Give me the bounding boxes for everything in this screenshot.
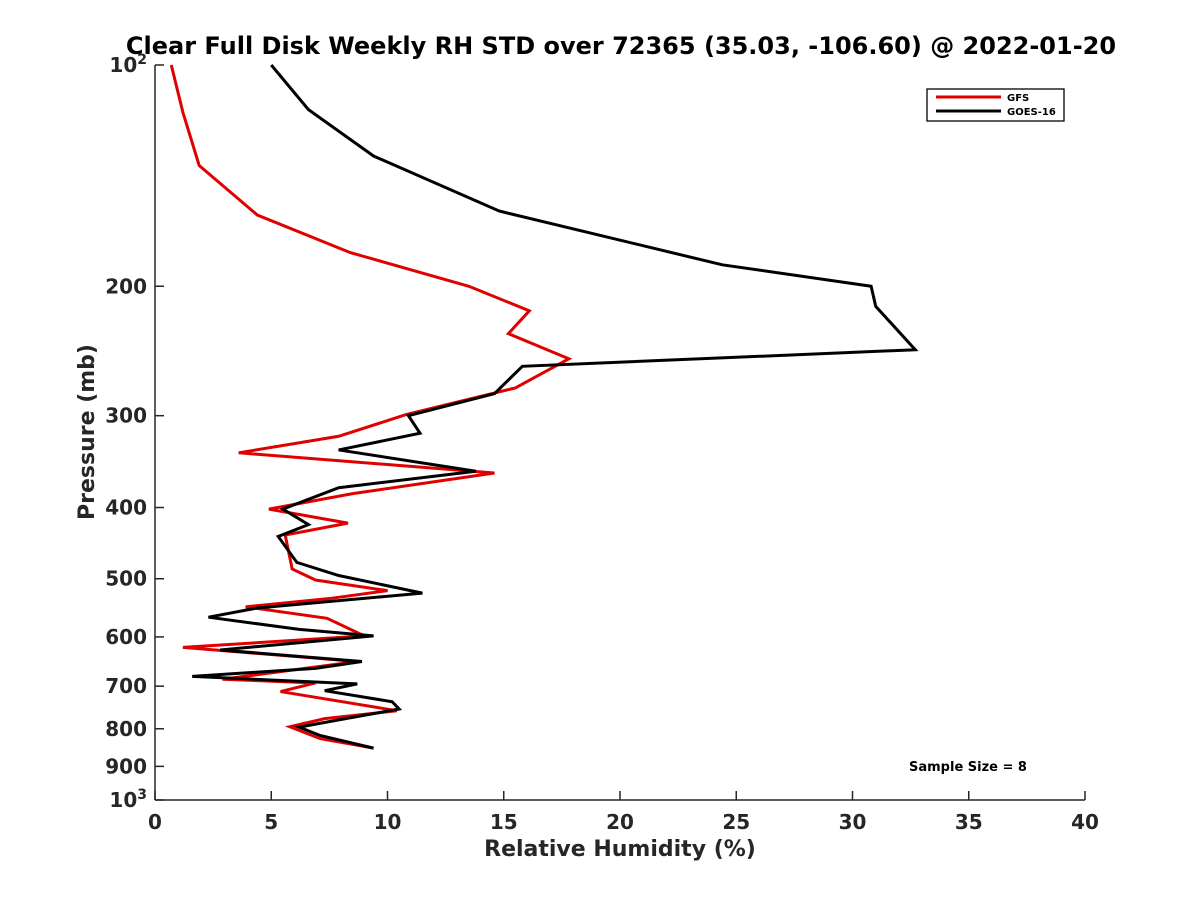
legend-label-goes-16: GOES-16 (1007, 107, 1056, 118)
x-tick-label: 40 (1071, 810, 1099, 834)
y-tick-label: 600 (105, 625, 147, 649)
y-tick-label: 300 (105, 404, 147, 428)
series-layer (169, 64, 919, 750)
y-tick-label: 800 (105, 717, 147, 741)
plot-area (155, 65, 1085, 800)
plot-background (155, 65, 1085, 800)
y-tick-label: 103 (109, 787, 147, 812)
x-tick-label: 10 (374, 810, 402, 834)
y-tick-group: 102 200 300 400 500 600 700 800 900 103 (105, 52, 164, 812)
y-tick-label: 500 (105, 567, 147, 591)
x-tick-label: 20 (606, 810, 634, 834)
y-axis-title: Pressure (mb) (75, 344, 100, 520)
y-tick-label: 900 (105, 754, 147, 778)
legend: GFS GOES-16 (926, 88, 1065, 122)
y-tick-label: 400 (105, 496, 147, 520)
series-line-goes-16 (192, 64, 919, 750)
legend-box (926, 88, 1065, 122)
x-tick-label: 25 (722, 810, 750, 834)
x-tick-label: 0 (148, 810, 162, 834)
y-tick-label: 700 (105, 674, 147, 698)
sample-size-annotation: Sample Size = 8 (909, 760, 1027, 775)
x-tick-label: 35 (955, 810, 983, 834)
x-tick-label: 5 (264, 810, 278, 834)
x-axis-title: Relative Humidity (%) (484, 837, 756, 862)
chart-title: Clear Full Disk Weekly RH STD over 72365… (126, 32, 1116, 60)
y-tick-label: 102 (109, 52, 147, 77)
legend-label-gfs: GFS (1007, 93, 1029, 104)
x-tick-label: 15 (490, 810, 518, 834)
x-tick-label: 30 (839, 810, 867, 834)
x-tick-group: 0 5 10 15 20 25 30 35 40 (148, 791, 1099, 834)
y-tick-label: 200 (105, 274, 147, 298)
